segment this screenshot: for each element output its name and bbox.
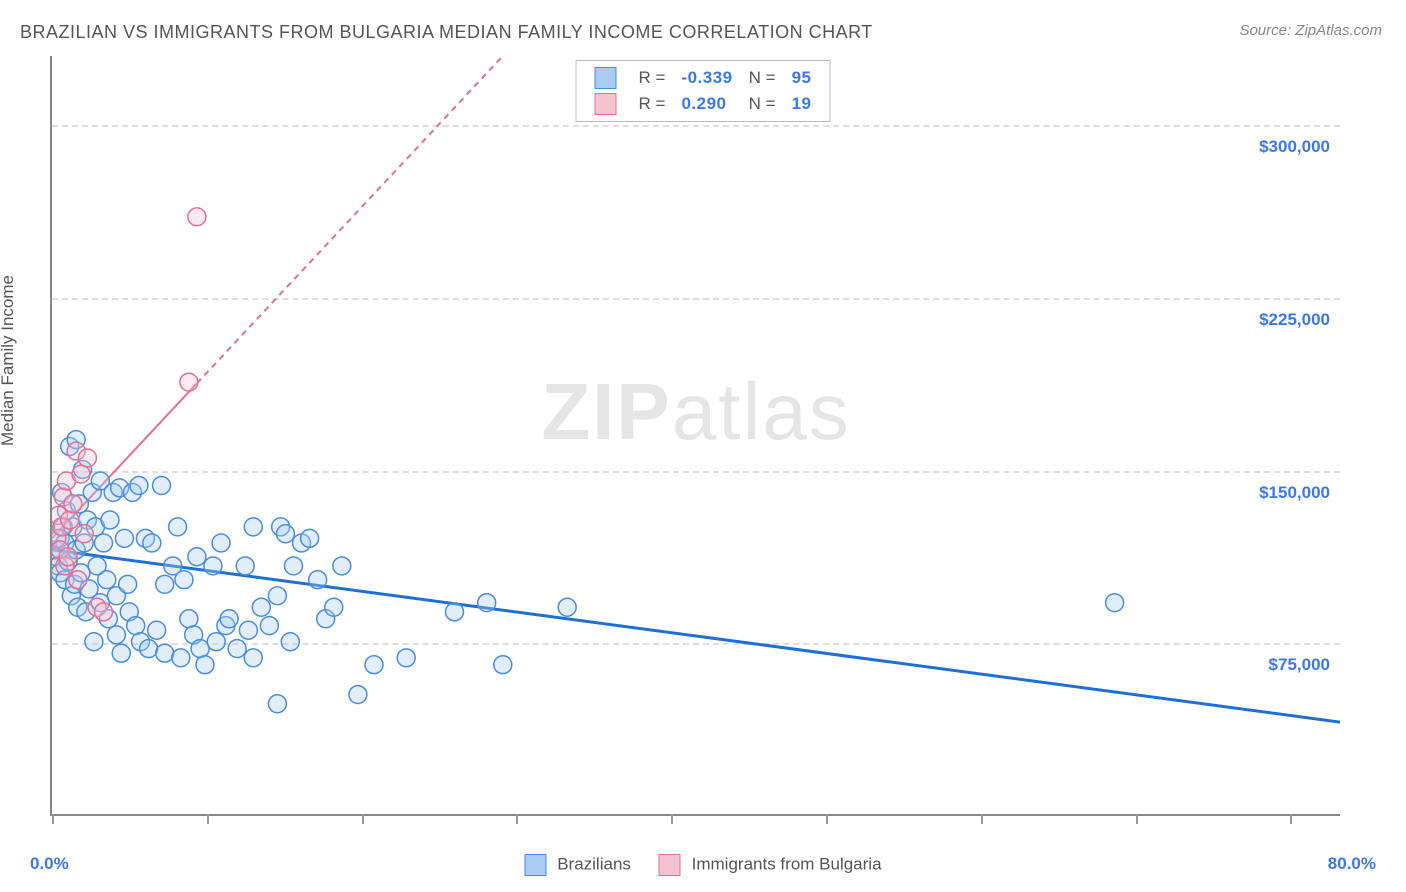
- data-point: [156, 644, 174, 662]
- legend-r-label: R =: [631, 65, 674, 91]
- data-point: [228, 640, 246, 658]
- data-point: [95, 534, 113, 552]
- data-point: [148, 621, 166, 639]
- data-point: [252, 598, 270, 616]
- data-point: [397, 649, 415, 667]
- data-point: [239, 621, 257, 639]
- data-point: [204, 557, 222, 575]
- data-point: [175, 571, 193, 589]
- x-tick: [207, 814, 209, 824]
- data-point: [59, 548, 77, 566]
- data-point: [191, 640, 209, 658]
- x-axis-max-label: 80.0%: [1328, 854, 1376, 874]
- data-point: [95, 603, 113, 621]
- data-point: [260, 617, 278, 635]
- legend-n-label: N =: [741, 91, 784, 117]
- data-point: [309, 571, 327, 589]
- data-point: [212, 534, 230, 552]
- legend-n-label: N =: [741, 65, 784, 91]
- data-point: [365, 656, 383, 674]
- legend-correlation: R =-0.339N =95R =0.290N =19: [576, 60, 831, 122]
- legend-r-label: R =: [631, 91, 674, 117]
- data-point: [101, 511, 119, 529]
- data-point: [268, 587, 286, 605]
- x-tick: [1290, 814, 1292, 824]
- data-point: [188, 548, 206, 566]
- data-point: [220, 610, 238, 628]
- data-point: [301, 529, 319, 547]
- legend-swatch: [524, 854, 546, 876]
- data-point: [152, 477, 170, 495]
- data-point: [156, 575, 174, 593]
- data-point: [188, 208, 206, 226]
- legend-item: Immigrants from Bulgaria: [659, 854, 882, 876]
- legend-label: Immigrants from Bulgaria: [692, 854, 882, 873]
- chart-svg: [52, 56, 1340, 814]
- x-tick: [981, 814, 983, 824]
- data-point: [244, 649, 262, 667]
- data-point: [143, 534, 161, 552]
- data-point: [107, 626, 125, 644]
- legend-r-value: 0.290: [673, 91, 740, 117]
- data-point: [172, 649, 190, 667]
- data-point: [244, 518, 262, 536]
- y-axis-title: Median Family Income: [0, 275, 18, 446]
- legend-row: R =-0.339N =95: [587, 65, 820, 91]
- legend-n-value: 19: [784, 91, 820, 117]
- data-point: [285, 557, 303, 575]
- data-point: [130, 477, 148, 495]
- data-point: [85, 633, 103, 651]
- data-point: [140, 640, 158, 658]
- data-point: [115, 529, 133, 547]
- data-point: [236, 557, 254, 575]
- x-tick: [826, 814, 828, 824]
- data-point: [75, 525, 93, 543]
- data-point: [494, 656, 512, 674]
- legend-swatch: [595, 67, 617, 89]
- x-tick: [362, 814, 364, 824]
- data-point: [64, 495, 82, 513]
- legend-item: Brazilians: [524, 854, 630, 876]
- data-point: [349, 686, 367, 704]
- x-tick: [52, 814, 54, 824]
- data-point: [268, 695, 286, 713]
- data-point: [127, 617, 145, 635]
- x-tick: [671, 814, 673, 824]
- data-point: [325, 598, 343, 616]
- data-point: [333, 557, 351, 575]
- plot-area: ZIPatlas $75,000$150,000$225,000$300,000: [50, 56, 1340, 816]
- data-point: [72, 465, 90, 483]
- legend-row: R =0.290N =19: [587, 91, 820, 117]
- data-point: [180, 610, 198, 628]
- legend-r-value: -0.339: [673, 65, 740, 91]
- source-attribution: Source: ZipAtlas.com: [1239, 22, 1382, 39]
- data-point: [119, 575, 137, 593]
- data-point: [180, 373, 198, 391]
- trendline-dashed: [197, 56, 503, 383]
- x-tick: [1136, 814, 1138, 824]
- data-point: [558, 598, 576, 616]
- data-point: [98, 571, 116, 589]
- data-point: [169, 518, 187, 536]
- legend-label: Brazilians: [557, 854, 631, 873]
- legend-swatch: [659, 854, 681, 876]
- data-point: [1106, 594, 1124, 612]
- data-point: [112, 644, 130, 662]
- data-point: [281, 633, 299, 651]
- data-point: [276, 525, 294, 543]
- legend-swatch: [595, 93, 617, 115]
- data-point: [196, 656, 214, 674]
- x-tick: [516, 814, 518, 824]
- data-point: [78, 449, 96, 467]
- x-axis-min-label: 0.0%: [30, 854, 69, 874]
- data-point: [69, 571, 87, 589]
- legend-series: Brazilians Immigrants from Bulgaria: [524, 854, 881, 876]
- legend-n-value: 95: [784, 65, 820, 91]
- data-point: [61, 511, 79, 529]
- data-point: [478, 594, 496, 612]
- chart-title: BRAZILIAN VS IMMIGRANTS FROM BULGARIA ME…: [20, 22, 873, 43]
- data-point: [446, 603, 464, 621]
- data-point: [207, 633, 225, 651]
